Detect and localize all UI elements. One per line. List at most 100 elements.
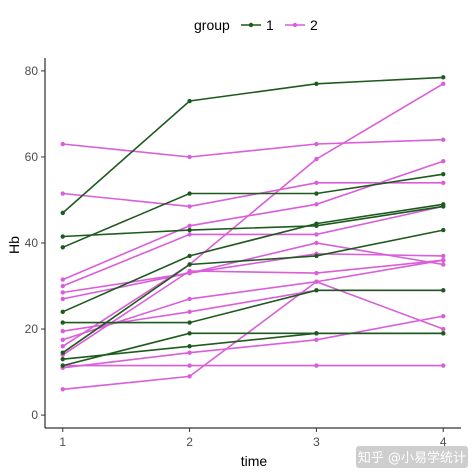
data-point [314,363,319,368]
data-point [60,387,65,392]
data-point [314,191,319,196]
series-line [62,259,444,391]
data-point [441,331,446,336]
series-line [62,229,444,354]
data-point [60,191,65,196]
data-point [60,328,65,334]
data-point [441,253,446,259]
series-21-group-2 [60,363,446,368]
data-point [441,81,446,87]
legend-label-1: 1 [266,17,274,33]
series-layer [60,75,446,392]
data-point [60,320,65,325]
series-line [62,182,444,208]
data-point [60,245,65,250]
data-point [187,320,192,325]
data-point [314,288,319,293]
y-axis-title: Hb [6,236,22,254]
series-1-group-1 [60,75,446,216]
series-line [62,76,444,214]
legend-title: group [194,17,230,33]
series-line [62,205,444,238]
series-line [62,315,444,369]
data-point [187,309,192,315]
data-point [441,313,446,319]
data-point [60,234,65,239]
legend-entry-1: 1 [241,17,274,33]
series-line [62,332,444,367]
series-12-group-2 [60,159,446,282]
series-9-group-2 [60,137,446,160]
series-line [62,289,444,324]
series-6-group-1 [60,288,446,325]
series-3-group-1 [60,204,446,239]
series-line [62,138,444,158]
series-line [62,205,444,287]
series-line [62,289,444,332]
data-point [187,253,192,259]
data-point [187,374,192,379]
data-point [314,331,319,336]
series-19-group-2 [60,313,446,370]
watermark: 知乎 @小易学统计 [356,446,468,468]
series-line [62,280,444,341]
data-point [187,191,192,196]
x-axis-ticks: 1 2 3 4 [59,428,447,449]
y-tick-label: 0 [31,408,38,422]
data-point [187,154,192,160]
data-point [314,81,319,87]
series-5-group-1 [60,227,446,355]
legend-key-point-1 [248,22,254,28]
data-point [314,279,319,284]
data-point [60,363,65,368]
data-point [441,363,446,368]
data-point [60,210,65,216]
data-point [441,288,446,293]
legend: group 1 2 [194,17,318,33]
x-tick-label: 1 [59,435,66,449]
data-point [314,202,319,207]
data-point [187,350,192,355]
data-point [314,240,319,246]
data-point [441,227,446,233]
data-point [314,141,319,147]
data-point [441,180,446,185]
series-15-group-2 [60,251,446,302]
data-point [187,296,192,302]
y-tick-label: 80 [25,64,39,78]
y-tick-label: 40 [25,236,39,250]
legend-key-point-2 [292,22,298,28]
series-line [62,173,444,249]
data-point [60,283,65,289]
data-point [60,337,65,343]
data-point [441,137,446,142]
x-tick-label: 3 [313,435,320,449]
data-point [441,258,446,263]
series-13-group-2 [60,204,446,289]
data-point [187,262,192,267]
data-point [441,326,446,332]
data-point [60,309,65,315]
data-point [187,223,192,228]
y-axis-ticks: 0 20 40 60 80 [25,64,45,422]
y-tick-label: 60 [25,150,39,164]
data-point [441,75,446,80]
series-20-group-2 [60,258,446,392]
x-tick-label: 4 [440,435,447,449]
data-point [314,337,319,343]
data-point [441,171,446,177]
data-point [314,253,319,259]
data-point [441,202,446,207]
data-point [187,204,192,209]
data-point [314,221,319,226]
series-line [62,259,444,356]
series-line [62,160,444,281]
watermark-text: 知乎 @小易学统计 [358,450,466,466]
data-point [314,156,319,162]
watermark-backdrop [356,446,468,468]
data-point [60,290,65,295]
series-4-group-1 [60,202,446,315]
data-point [314,180,319,185]
data-point [441,159,446,164]
